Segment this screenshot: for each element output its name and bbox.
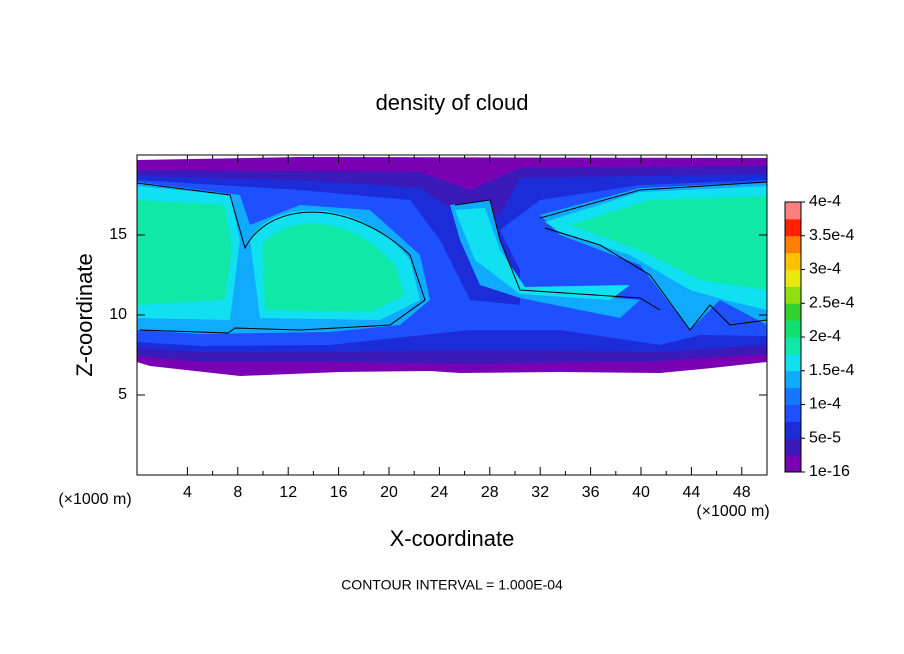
contour-field (136, 157, 768, 376)
colorbar-band (785, 353, 801, 372)
x-tick-label: 16 (330, 484, 348, 501)
colorbar-label: 1e-4 (809, 396, 841, 413)
colorbar-band (785, 202, 801, 220)
colorbar-band (785, 421, 801, 439)
x-unit: (×1000 m) (696, 503, 769, 520)
contour-line (136, 181, 768, 334)
colorbar-band (785, 269, 801, 287)
x-tick-label: 12 (279, 484, 297, 501)
colorbar-band (785, 404, 801, 422)
x-tick-label: 20 (380, 484, 398, 501)
colorbar-label: 4e-4 (809, 193, 841, 210)
x-tick-label: 24 (431, 484, 449, 501)
x-axis-label: X-coordinate (390, 526, 515, 551)
x-tick-label: 28 (481, 484, 499, 501)
x-tick-label: 40 (632, 484, 650, 501)
colorbar-band (785, 387, 801, 405)
colorbar-label: 2.5e-4 (809, 294, 854, 311)
colorbar-label: 3.5e-4 (809, 227, 854, 244)
y-axis-label: Z-coordinate (72, 253, 97, 377)
colorbar-band (785, 235, 801, 254)
colorbar-band (785, 252, 801, 270)
y-tick-label: 15 (109, 226, 127, 243)
y-tick-label: 5 (118, 386, 127, 403)
x-tick-label: 8 (233, 484, 242, 501)
colorbar-band (785, 370, 801, 389)
colorbar-label: 5e-5 (809, 429, 841, 446)
colorbar-label: 1.5e-4 (809, 362, 854, 379)
chart-title: density of cloud (376, 90, 529, 115)
colorbar-band (785, 303, 801, 321)
colorbar-band (785, 320, 801, 338)
x-tick-label: 36 (582, 484, 600, 501)
colorbar-band (785, 455, 801, 473)
colorbar-band (785, 286, 801, 304)
colorbar-band (785, 218, 801, 237)
x-tick-label: 32 (531, 484, 549, 501)
field-region (137, 196, 767, 312)
colorbar-band (785, 337, 801, 355)
x-tick-label: 48 (733, 484, 751, 501)
colorbar-label: 1e-16 (809, 463, 850, 480)
colorbar-label: 3e-4 (809, 261, 841, 278)
colorbar-band (785, 438, 801, 456)
x-tick-label: 4 (183, 484, 192, 501)
x-tick-label: 44 (683, 484, 701, 501)
x-unit: (×1000 m) (58, 491, 131, 508)
colorbar-label: 2e-4 (809, 328, 841, 345)
y-tick-label: 10 (109, 306, 127, 323)
contour-note: CONTOUR INTERVAL = 1.000E-04 (341, 577, 563, 593)
